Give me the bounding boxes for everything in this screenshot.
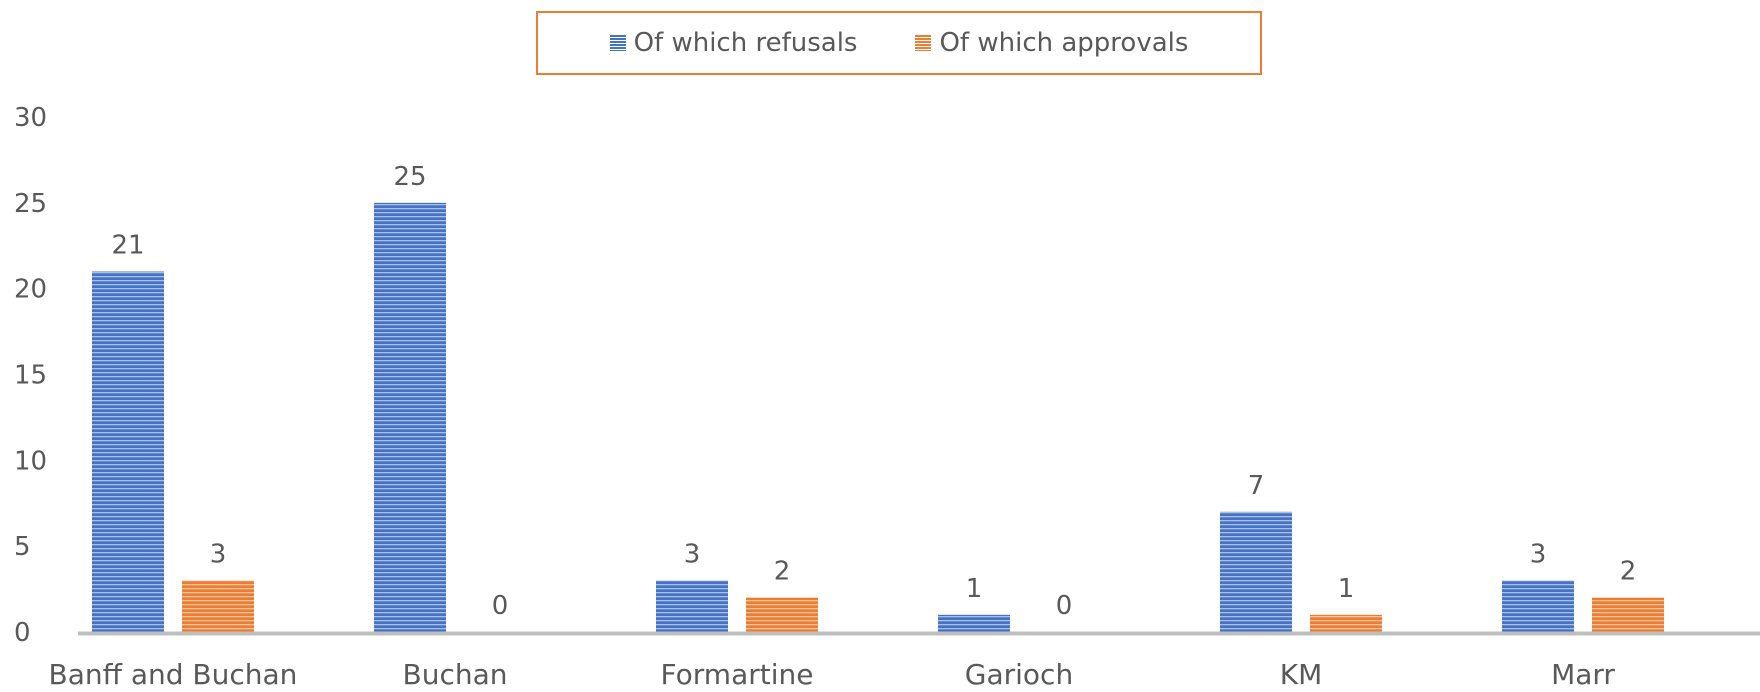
y-tick-label: 20 bbox=[14, 275, 47, 305]
x-tick-label: Formartine bbox=[661, 658, 814, 688]
data-label: 3 bbox=[1530, 540, 1547, 570]
data-label: 7 bbox=[1248, 471, 1265, 501]
legend-swatch-refusals bbox=[609, 35, 626, 51]
bar-refusals bbox=[1502, 580, 1574, 632]
data-label: 3 bbox=[684, 540, 701, 570]
y-tick-label: 25 bbox=[14, 189, 47, 219]
bar-approvals bbox=[182, 580, 254, 632]
chart-legend: Of which refusals Of which approvals bbox=[536, 11, 1262, 75]
x-tick-label: Buchan bbox=[403, 658, 508, 688]
data-label: 25 bbox=[393, 162, 426, 192]
legend-item-refusals: Of which refusals bbox=[609, 28, 858, 58]
legend-swatch-approvals bbox=[915, 35, 932, 51]
bar-refusals bbox=[374, 202, 446, 633]
x-tick-label: Marr bbox=[1551, 658, 1615, 688]
y-tick-label: 10 bbox=[14, 446, 47, 476]
data-label: 2 bbox=[774, 557, 791, 587]
x-tick-label: Banff and Buchan bbox=[49, 658, 298, 688]
y-tick-label: 30 bbox=[14, 103, 47, 133]
x-tick-label: KM bbox=[1280, 658, 1323, 688]
legend-item-approvals: Of which approvals bbox=[915, 28, 1188, 58]
data-label: 0 bbox=[492, 591, 509, 621]
y-tick-label: 0 bbox=[14, 618, 31, 648]
data-label: 1 bbox=[1338, 574, 1355, 604]
data-label: 1 bbox=[966, 574, 983, 604]
bar-approvals bbox=[1310, 614, 1382, 632]
bar-approvals bbox=[746, 597, 818, 632]
bar-approvals bbox=[1592, 597, 1664, 632]
y-tick-label: 5 bbox=[14, 532, 31, 562]
y-tick-label: 15 bbox=[14, 361, 47, 391]
data-label: 0 bbox=[1056, 591, 1073, 621]
bar-refusals bbox=[656, 580, 728, 632]
data-label: 3 bbox=[210, 540, 227, 570]
data-label: 2 bbox=[1620, 557, 1637, 587]
legend-label-approvals: Of which approvals bbox=[939, 28, 1189, 58]
data-label: 21 bbox=[111, 231, 144, 261]
x-tick-label: Garioch bbox=[965, 658, 1073, 688]
bar-refusals bbox=[938, 614, 1010, 632]
bar-refusals bbox=[1220, 511, 1292, 632]
bar-refusals bbox=[92, 271, 164, 632]
legend-label-refusals: Of which refusals bbox=[633, 28, 858, 58]
